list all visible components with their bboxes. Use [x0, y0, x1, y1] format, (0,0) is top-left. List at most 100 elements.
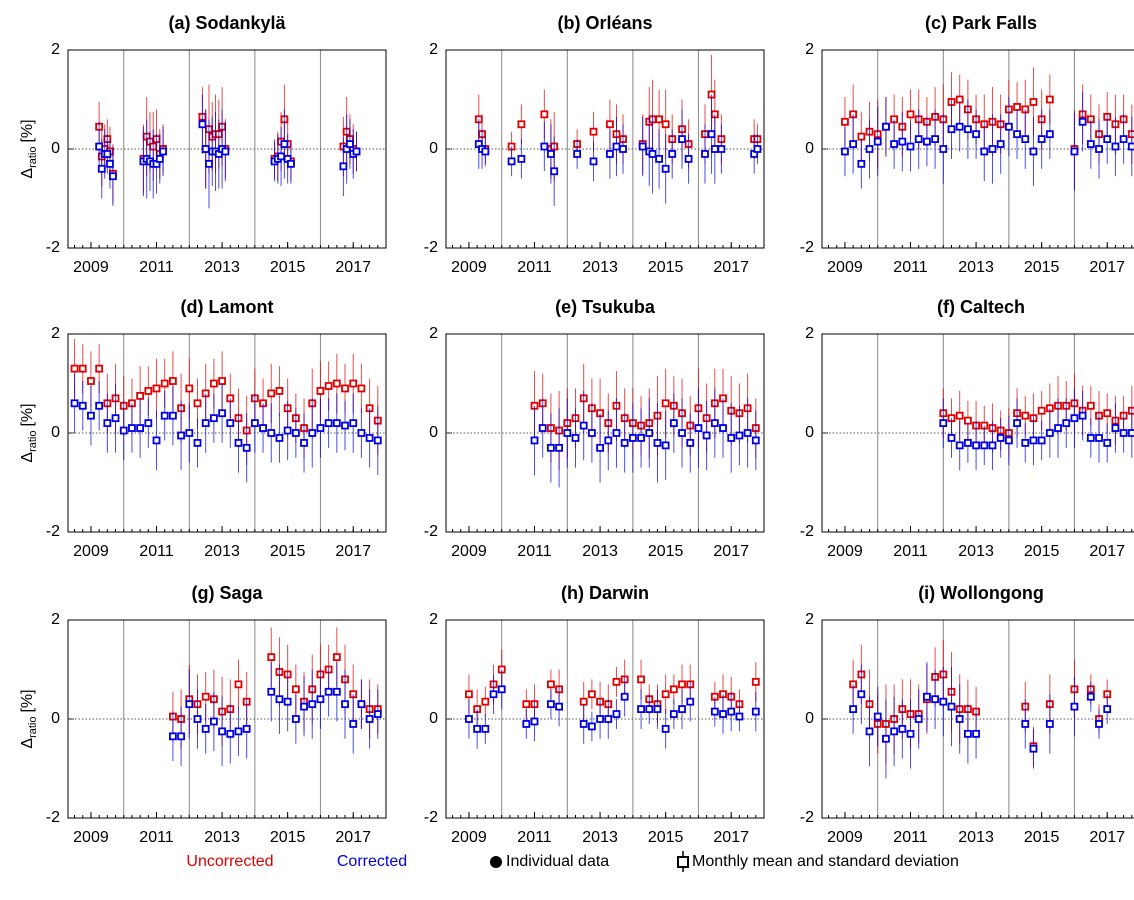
monthly-mean — [373, 710, 382, 718]
monthly-mean — [465, 715, 473, 723]
y-axis-label: Δratio [%] — [19, 119, 39, 178]
panel: (d) Lamont -2 0 2 2009 2011 2013 2015 2017 Δratio… — [19, 297, 387, 560]
monthly-mean — [316, 387, 325, 395]
monthly-mean — [242, 443, 251, 452]
y-tick-label: -2 — [800, 809, 814, 826]
monthly-mean — [1029, 744, 1038, 753]
monthly-mean — [1021, 720, 1030, 728]
y-label-main: Δ — [19, 168, 36, 179]
monthly-mean — [209, 414, 218, 423]
monthly-mean — [735, 431, 744, 440]
x-tick-label: 2017 — [1089, 259, 1125, 276]
monthly-mean — [972, 441, 980, 450]
monthly-mean — [332, 653, 341, 662]
monthly-mean — [571, 434, 580, 442]
monthly-mean — [103, 150, 112, 158]
plot-frame — [67, 49, 387, 249]
x-tick-label: 2013 — [958, 829, 994, 846]
monthly-mean — [324, 382, 333, 390]
monthly-mean — [267, 687, 276, 696]
monthly-mean — [939, 419, 948, 428]
y-tick-label: 2 — [51, 325, 60, 342]
y-label-unit: [%] — [19, 119, 36, 142]
monthly-mean — [341, 700, 349, 709]
monthly-mean — [291, 685, 300, 694]
monthly-mean — [1013, 103, 1021, 111]
plot-frame — [445, 619, 765, 819]
monthly-mean — [753, 145, 762, 153]
y-label-unit: [%] — [19, 403, 36, 426]
monthly-mean — [604, 436, 613, 445]
monthly-mean — [980, 147, 989, 156]
x-tick-label: 2009 — [827, 829, 863, 846]
x-tick-label: 2009 — [827, 543, 863, 560]
x-tick-label: 2015 — [1024, 259, 1060, 276]
monthly-mean — [947, 702, 956, 711]
monthly-mean — [1078, 411, 1087, 420]
monthly-mean — [332, 419, 341, 428]
y-tick-label: 0 — [805, 710, 814, 727]
x-tick-label: 2009 — [73, 259, 109, 276]
y-tick-label: 2 — [805, 611, 814, 628]
monthly-mean — [339, 162, 348, 171]
y-label-main: Δ — [19, 738, 36, 749]
monthly-mean — [522, 700, 531, 709]
monthly-mean — [612, 677, 621, 686]
monthly-mean — [1127, 429, 1134, 437]
monthly-mean — [857, 690, 866, 699]
monthly-mean — [1119, 429, 1128, 437]
monthly-mean — [963, 125, 972, 134]
monthly-mean — [349, 720, 358, 728]
monthly-mean — [522, 720, 531, 728]
y-tick-label: 0 — [429, 710, 438, 727]
monthly-mean — [579, 720, 588, 728]
x-tick-label: 2009 — [451, 259, 487, 276]
monthly-mean — [481, 725, 490, 733]
monthly-mean — [914, 715, 923, 723]
panel: (b) Orléans -2 0 2 2009 2011 2013 2015 2017 — [424, 13, 765, 276]
plot-frame — [445, 49, 765, 249]
monthly-mean — [152, 384, 161, 393]
x-tick-label: 2011 — [517, 543, 552, 560]
monthly-mean — [87, 411, 95, 420]
x-tick-label: 2015 — [270, 829, 306, 846]
monthly-mean — [198, 120, 207, 129]
y-label-sub: ratio — [27, 431, 39, 452]
monthly-mean — [185, 429, 194, 437]
panel-title: (h) Darwin — [561, 583, 649, 603]
monthly-mean — [144, 419, 153, 428]
monthly-mean — [193, 399, 202, 408]
monthly-mean — [1037, 436, 1046, 445]
legend-uncorrected: Uncorrected — [186, 853, 273, 870]
monthly-mean — [109, 172, 117, 181]
monthly-mean — [78, 364, 87, 373]
monthly-mean — [735, 712, 744, 721]
monthly-mean — [218, 377, 226, 385]
monthly-mean — [316, 695, 325, 704]
x-tick-label: 2015 — [270, 259, 306, 276]
monthly-mean — [1037, 135, 1046, 144]
panel-title: (b) Orléans — [557, 13, 652, 33]
monthly-mean — [155, 154, 164, 163]
monthly-mean — [201, 692, 210, 701]
y-tick-label: 0 — [51, 424, 60, 441]
monthly-mean — [955, 122, 964, 131]
y-tick-label: 2 — [51, 611, 60, 628]
monthly-mean — [988, 145, 997, 153]
panel: (f) Caltech -2 0 2 2009 2011 2013 2015 2017 — [800, 297, 1134, 560]
monthly-mean — [955, 411, 964, 420]
x-tick-label: 2009 — [451, 829, 487, 846]
monthly-mean — [78, 401, 87, 410]
monthly-mean — [160, 379, 169, 388]
monthly-mean — [873, 137, 882, 146]
monthly-mean — [209, 717, 218, 726]
monthly-mean — [324, 687, 333, 696]
monthly-mean — [1004, 122, 1013, 131]
monthly-mean — [1045, 130, 1054, 139]
monthly-mean — [555, 443, 564, 452]
monthly-mean — [743, 429, 752, 437]
monthly-mean — [955, 441, 964, 450]
monthly-mean — [473, 725, 482, 733]
monthly-mean — [517, 154, 526, 163]
monthly-mean — [128, 424, 136, 432]
